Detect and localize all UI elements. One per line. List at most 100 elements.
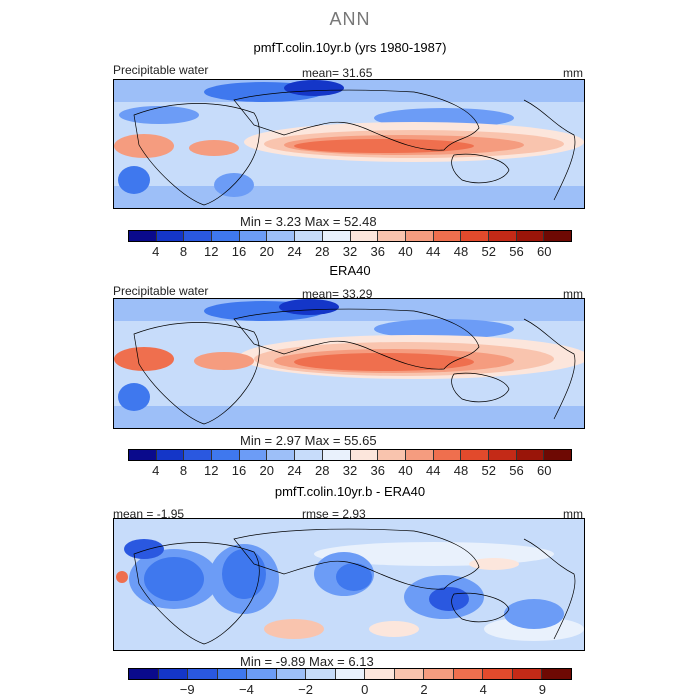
colorbar-tick-label: 48: [453, 244, 469, 259]
colorbar-swatch: [267, 231, 296, 241]
panel-3-min-max: Min = -9.89 Max = 6.13: [240, 654, 374, 669]
colorbar-swatch: [461, 450, 489, 460]
panel-1-units-label: mm: [563, 66, 583, 80]
moist-region: [189, 140, 239, 156]
colorbar-tick-label: 32: [342, 244, 358, 259]
colorbar-tick-label: 12: [204, 463, 219, 478]
colorbar-tick-label: 32: [342, 463, 358, 478]
coastline: [233, 89, 480, 151]
colorbar-tick-label: 2: [420, 682, 428, 697]
colorbar-swatch: [350, 450, 379, 460]
panel-2-map-svg: [114, 299, 584, 428]
colorbar-tick-label: −9: [179, 682, 195, 697]
colorbar-swatch: [405, 450, 434, 460]
map-south-band: [114, 406, 584, 428]
colorbar-swatch: [488, 450, 517, 460]
panel-3-map-svg: [114, 519, 584, 650]
colorbar-swatch: [322, 450, 351, 460]
panel-3-colorbar: [128, 668, 572, 680]
moist-bias-region: [469, 558, 519, 570]
dry-bias-region: [504, 599, 564, 629]
cold-region: [118, 166, 150, 194]
panel-1-map: [113, 79, 585, 209]
colorbar-tick-label: 36: [370, 244, 385, 259]
panel-1-mean-label: mean= 31.65: [302, 66, 373, 80]
coastline: [523, 538, 576, 640]
colorbar-swatch: [247, 669, 277, 679]
dry-bias-region: [429, 587, 469, 611]
colorbar-tick-label: 16: [231, 463, 247, 478]
moist-bias-region: [116, 571, 128, 583]
colorbar-tick-label: 60: [537, 463, 552, 478]
coastline: [523, 99, 576, 201]
cold-region: [118, 383, 150, 411]
colorbar-tick-label: 12: [204, 244, 219, 259]
colorbar-swatch: [267, 450, 296, 460]
colorbar-swatch: [350, 231, 379, 241]
coastline: [133, 103, 260, 206]
colorbar-swatch: [306, 669, 336, 679]
colorbar-swatch: [239, 231, 268, 241]
colorbar-swatch: [544, 450, 571, 460]
dry-bias-region: [222, 549, 266, 599]
colorbar-swatch: [433, 450, 462, 460]
colorbar-swatch: [378, 231, 406, 241]
colorbar-swatch: [483, 669, 513, 679]
colorbar-swatch: [184, 450, 213, 460]
colorbar-swatch: [156, 450, 185, 460]
colorbar-tick-label: −2: [298, 682, 314, 697]
coastline: [451, 153, 510, 184]
colorbar-swatch: [212, 450, 240, 460]
moist-bias-region: [369, 621, 419, 637]
panel-3-mean-label: mean = -1.95: [113, 507, 185, 521]
dry-bias-region: [336, 563, 372, 591]
cold-region: [374, 319, 514, 339]
colorbar-swatch: [378, 450, 406, 460]
colorbar-tick-label: 52: [481, 244, 496, 259]
colorbar-tick-label: −4: [238, 682, 254, 697]
colorbar-tick-label: 36: [370, 463, 385, 478]
colorbar-swatch: [461, 231, 489, 241]
moist-region: [194, 352, 254, 370]
moist-bias-region: [264, 619, 324, 639]
colorbar-swatch: [129, 450, 157, 460]
colorbar-swatch: [129, 231, 157, 241]
colorbar-swatch: [129, 669, 159, 679]
panel-2-title: ERA40: [329, 263, 371, 278]
panel-2-map: [113, 298, 585, 429]
colorbar-tick-label: 16: [231, 244, 247, 259]
colorbar-swatch: [453, 669, 484, 679]
panel-1-colorbar: [128, 230, 572, 242]
panel-2-min-max: Min = 2.97 Max = 55.65: [240, 433, 377, 448]
colorbar-swatch: [488, 231, 517, 241]
colorbar-swatch: [295, 231, 323, 241]
colorbar-tick-label: 4: [152, 244, 160, 259]
colorbar-swatch: [516, 231, 545, 241]
dry-bias-region: [144, 557, 204, 601]
cold-region: [214, 173, 254, 197]
panel-1-colorbar-ticks: 4 8 12 16 20 24 28 32 36 40 44 48 52 56 60: [128, 244, 572, 260]
panel-3-colorbar-ticks: −9 −4 −2 0 2 4 9: [128, 682, 572, 698]
panel-1-min-max: Min = 3.23 Max = 52.48: [240, 214, 377, 229]
colorbar-tick-label: 20: [259, 244, 274, 259]
colorbar-tick-label: 52: [481, 463, 496, 478]
colorbar-tick-label: 28: [315, 463, 330, 478]
colorbar-swatch: [516, 450, 545, 460]
panel-1-title: pmfT.colin.10yr.b (yrs 1980-1987): [253, 40, 447, 55]
panel-3-map: [113, 518, 585, 651]
colorbar-swatch: [335, 669, 366, 679]
colorbar-tick-label: 56: [509, 463, 524, 478]
colorbar-swatch: [542, 669, 571, 679]
map-north-band: [114, 80, 584, 102]
colorbar-tick-label: 9: [538, 682, 547, 697]
panel-1-map-svg: [114, 80, 584, 208]
panel-3-title: pmfT.colin.10yr.b - ERA40: [274, 484, 426, 499]
colorbar-swatch: [424, 669, 454, 679]
panel-2-mean-label: mean= 33.29: [302, 287, 373, 301]
colorbar-swatch: [217, 669, 248, 679]
colorbar-swatch: [512, 669, 543, 679]
colorbar-swatch: [405, 231, 434, 241]
panel-2-units-label: mm: [563, 287, 583, 301]
colorbar-swatch: [212, 231, 240, 241]
colorbar-swatch: [239, 450, 268, 460]
